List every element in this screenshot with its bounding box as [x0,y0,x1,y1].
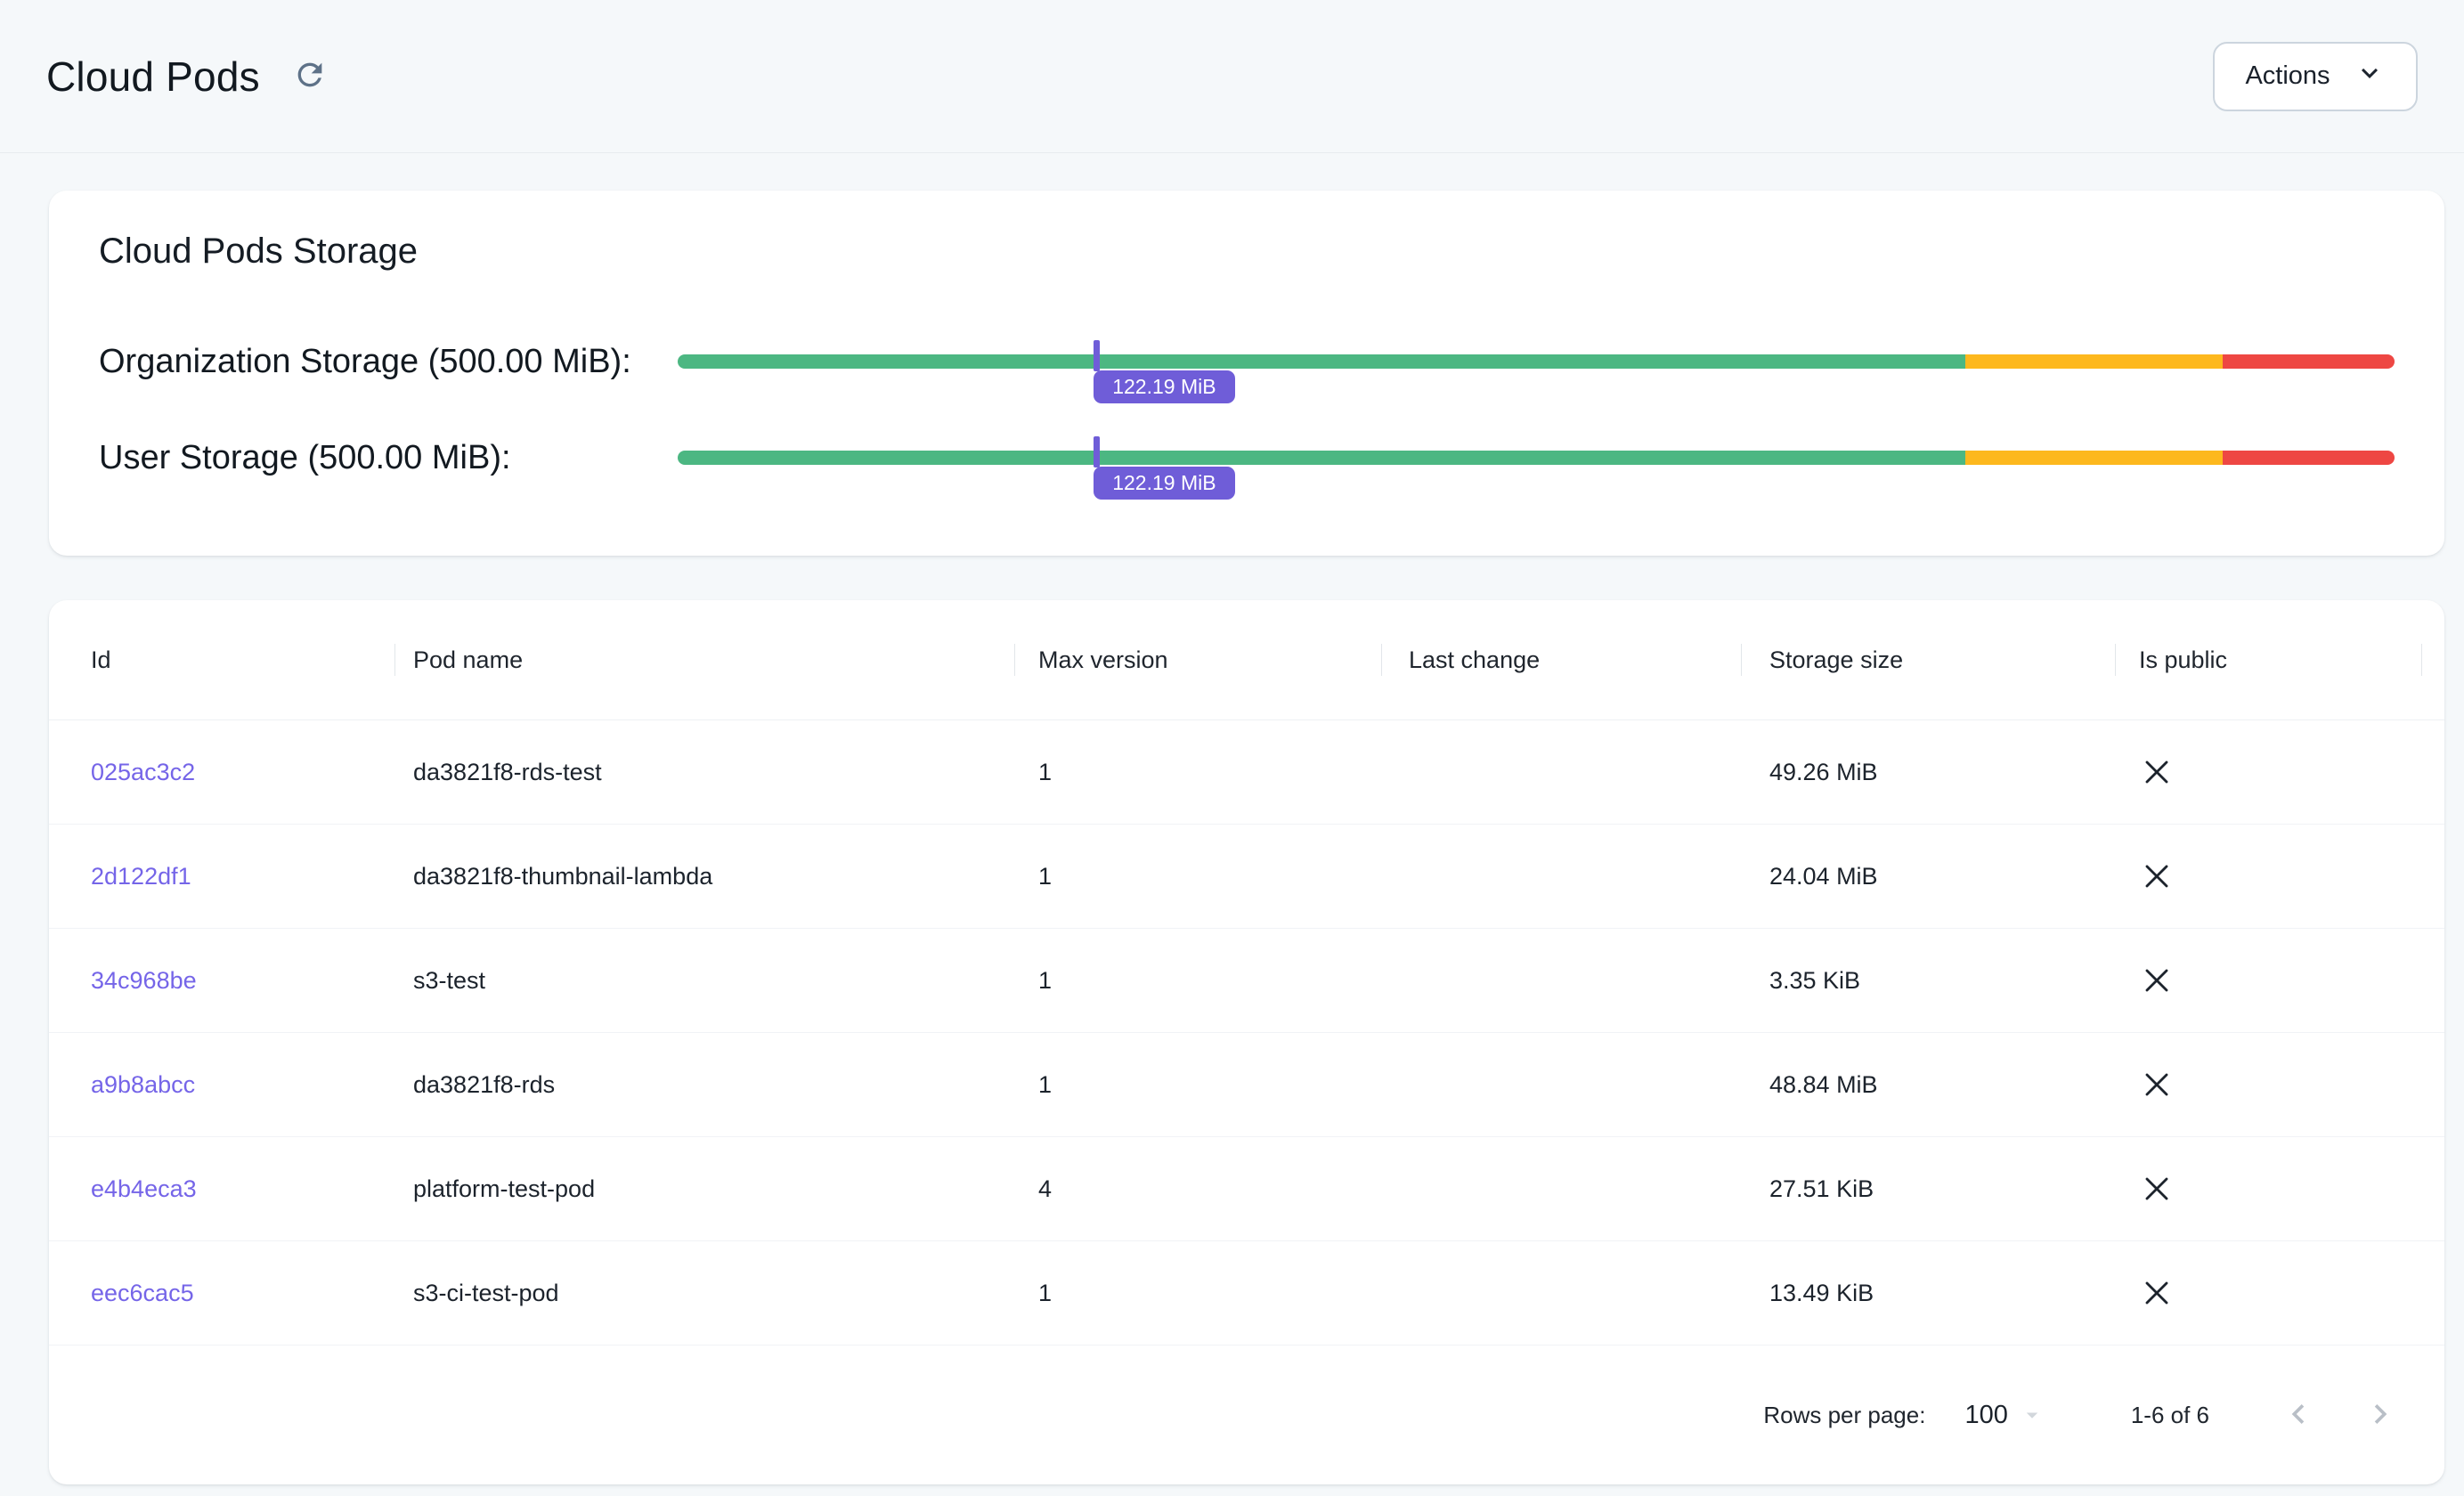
rows-per-page-label: Rows per page: [1763,1401,1926,1428]
cell-pod-name: da3821f8-thumbnail-lambda [413,862,713,890]
storage-bar-segment-critical [2223,354,2395,369]
cell-last-change [1382,720,1742,824]
storage-bar-segment-critical [2223,451,2395,465]
cell-pod-name: s3-ci-test-pod [413,1279,559,1306]
cell-last-change [1382,1137,1742,1240]
table-row[interactable]: e4b4eca3 platform-test-pod 4 27.51 KiB [49,1137,2444,1241]
cell-last-change [1382,1033,1742,1136]
cell-max-version: 1 [1038,1279,1053,1306]
previous-page-button[interactable] [2273,1390,2323,1440]
cell-storage-size: 49.26 MiB [1769,758,1878,785]
column-header-last-change[interactable]: Last change [1382,600,1742,720]
refresh-button[interactable] [285,52,335,102]
cell-pod-name: platform-test-pod [413,1175,596,1202]
pod-id-link[interactable]: 2d122df1 [91,862,191,890]
storage-usage-tooltip: 122.19 MiB [1094,467,1235,500]
pod-id-link[interactable]: 025ac3c2 [91,758,196,785]
pod-id-link[interactable]: e4b4eca3 [91,1175,197,1202]
not-public-icon [2139,963,2175,998]
cell-max-version: 1 [1038,966,1053,994]
not-public-icon [2139,858,2175,894]
table-body: 025ac3c2 da3821f8-rds-test 1 49.26 MiB 2… [49,720,2444,1346]
actions-button[interactable]: Actions [2213,41,2418,111]
table-row[interactable]: 34c968be s3-test 1 3.35 KiB [49,929,2444,1033]
storage-row-label: User Storage (500.00 MiB): [99,438,511,476]
column-header-id[interactable]: Id [49,600,395,720]
table-row[interactable]: eec6cac5 s3-ci-test-pod 1 13.49 KiB [49,1241,2444,1346]
storage-tooltip-label: 122.19 MiB [1112,471,1216,494]
cell-max-version: 1 [1038,862,1053,890]
pagination-range: 1-6 of 6 [2130,1401,2209,1428]
storage-row-label: Organization Storage (500.00 MiB): [99,342,631,380]
cell-last-change [1382,825,1742,928]
storage-bar-segment-warning [1965,354,2224,369]
chevron-left-icon [2279,1394,2318,1436]
storage-bar-track [678,451,2395,465]
storage-row: User Storage (500.00 MiB): 122.19 MiB [99,410,2395,506]
cell-storage-size: 13.49 KiB [1769,1279,1874,1306]
table-pagination: Rows per page: 100 1-6 of 6 [49,1346,2444,1484]
storage-bar-segment-warning [1965,451,2224,465]
cell-max-version: 1 [1038,758,1053,785]
storage-usage-tooltip: 122.19 MiB [1094,370,1235,403]
next-page-button[interactable] [2355,1390,2405,1440]
pod-id-link[interactable]: a9b8abcc [91,1070,196,1098]
refresh-icon [292,57,328,95]
storage-bar-segment-ok [678,451,1965,465]
storage-usage-marker [1094,436,1101,467]
table-row[interactable]: 2d122df1 da3821f8-thumbnail-lambda 1 24.… [49,825,2444,929]
cell-pod-name: s3-test [413,966,486,994]
cell-pod-name: da3821f8-rds [413,1070,556,1098]
cell-storage-size: 24.04 MiB [1769,862,1878,890]
page-header: Cloud Pods Actions [0,0,2464,153]
pods-table-card: Id Pod name Max version Last change Stor… [49,600,2444,1484]
not-public-icon [2139,1171,2175,1207]
storage-bar: 122.19 MiB [678,340,2395,403]
actions-button-label: Actions [2245,61,2330,90]
storage-row: Organization Storage (500.00 MiB): 122.1… [99,313,2395,410]
table-row[interactable]: a9b8abcc da3821f8-rds 1 48.84 MiB [49,1033,2444,1137]
column-header-max-version[interactable]: Max version [1015,600,1382,720]
storage-card: Cloud Pods Storage Organization Storage … [49,191,2444,556]
cell-storage-size: 48.84 MiB [1769,1070,1878,1098]
pod-id-link[interactable]: 34c968be [91,966,197,994]
cell-storage-size: 3.35 KiB [1769,966,1861,994]
table-header-row: Id Pod name Max version Last change Stor… [49,600,2444,720]
chevron-down-icon [2354,57,2386,96]
storage-card-title: Cloud Pods Storage [99,232,419,271]
cell-pod-name: da3821f8-rds-test [413,758,602,785]
column-header-pod-name[interactable]: Pod name [395,600,1015,720]
cell-max-version: 1 [1038,1070,1053,1098]
rows-per-page-select[interactable]: 100 [1964,1401,2045,1430]
cell-storage-size: 27.51 KiB [1769,1175,1874,1202]
not-public-icon [2139,1275,2175,1311]
pod-id-link[interactable]: eec6cac5 [91,1279,194,1306]
cell-max-version: 4 [1038,1175,1053,1202]
not-public-icon [2139,754,2175,790]
storage-usage-marker [1094,340,1101,371]
rows-per-page-value: 100 [1964,1400,2008,1429]
not-public-icon [2139,1067,2175,1102]
cell-last-change [1382,929,1742,1032]
storage-bar-track [678,354,2395,369]
arrow-drop-down-icon [2019,1402,2045,1428]
storage-bar: 122.19 MiB [678,436,2395,500]
page-title: Cloud Pods [46,53,260,100]
storage-bar-segment-ok [678,354,1965,369]
storage-tooltip-label: 122.19 MiB [1112,375,1216,398]
cell-last-change [1382,1241,1742,1345]
column-header-storage-size[interactable]: Storage size [1742,600,2116,720]
column-header-is-public[interactable]: Is public [2116,600,2422,720]
table-row[interactable]: 025ac3c2 da3821f8-rds-test 1 49.26 MiB [49,720,2444,825]
chevron-right-icon [2361,1394,2400,1436]
